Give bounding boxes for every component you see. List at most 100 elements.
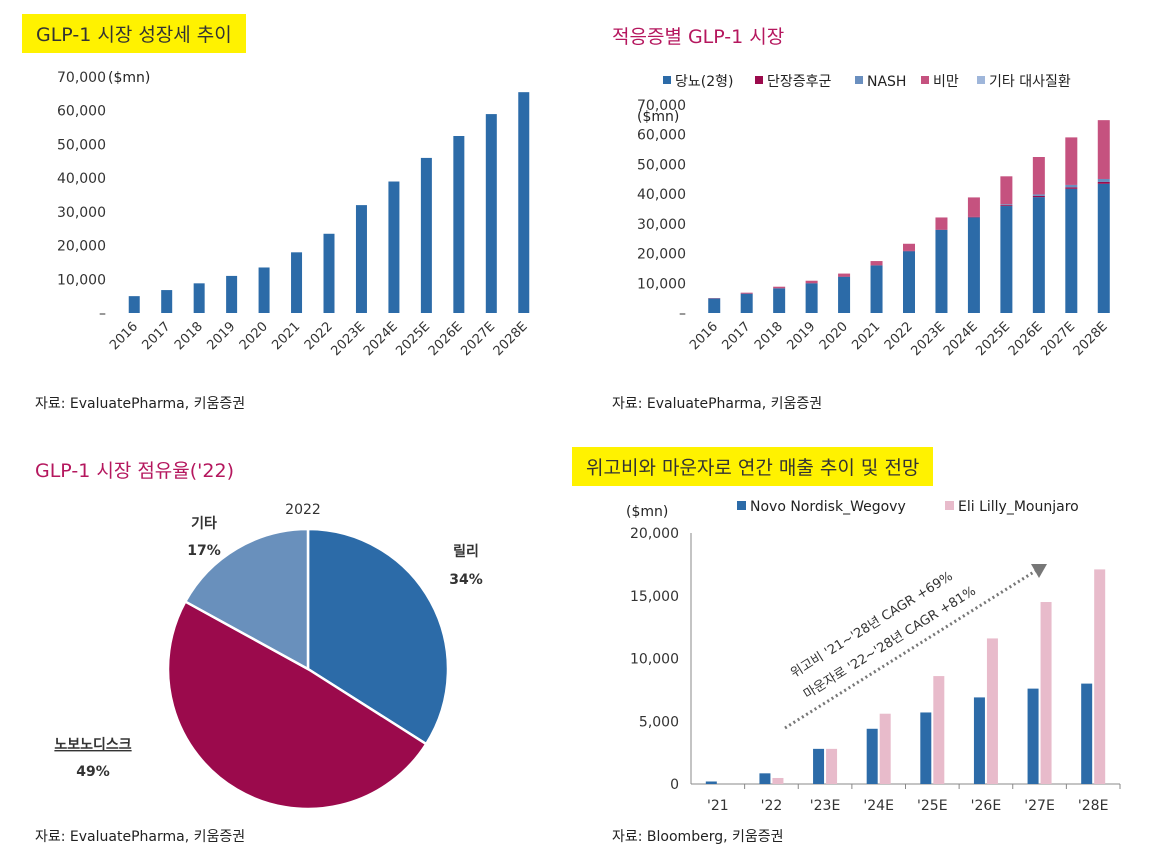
- legend-label: NASH: [867, 74, 906, 90]
- chart4-title: 위고비와 마운자로 연간 매출 추이 및 전망: [572, 447, 934, 486]
- legend-swatch: [663, 76, 671, 84]
- x-tick-label: 2027E: [458, 319, 498, 359]
- x-tick-label: 2028E: [1071, 319, 1111, 359]
- bar: [193, 283, 205, 313]
- bar: [258, 267, 270, 313]
- x-tick-label: 2020: [817, 319, 851, 353]
- bar-segment: [805, 283, 818, 313]
- bar-segment: [740, 292, 753, 294]
- chart2-source: 자료: EvaluatePharma, 키움증권: [612, 396, 823, 412]
- legend-label: Novo Nordisk_Wegovy: [750, 499, 906, 515]
- bar: [291, 252, 303, 313]
- bar-segment: [1032, 194, 1045, 196]
- chart3-title: GLP-1 시장 점유율('22): [35, 460, 234, 482]
- chart3-source: 자료: EvaluatePharma, 키움증권: [35, 829, 246, 845]
- x-tick-label: 2018: [172, 319, 206, 353]
- bar-segment: [1000, 176, 1013, 205]
- chart1-title: GLP-1 시장 성장세 추이: [22, 14, 246, 53]
- bar: [705, 781, 717, 784]
- x-tick-label: '25E: [917, 798, 948, 814]
- pie-slice: [166, 599, 428, 811]
- x-tick-label: 2016: [107, 319, 141, 353]
- legend-label: 비만: [933, 74, 959, 90]
- bar-segment: [1032, 157, 1045, 195]
- bar-segment: [773, 288, 786, 313]
- bar: [226, 275, 238, 313]
- y-tick-label: 50,000: [57, 137, 106, 153]
- pie-value-label: 17%: [187, 543, 221, 559]
- chart3-market-share-pie: 2022 릴리 34% 노보노디스크 49% 기타 17%: [54, 502, 483, 811]
- x-tick-label: 2027E: [1038, 319, 1078, 359]
- x-tick-label: '23E: [810, 798, 841, 814]
- chart4-source: 자료: Bloomberg, 키움증권: [612, 829, 784, 845]
- x-tick-label: 2024E: [361, 319, 401, 359]
- bar-segment: [1032, 197, 1045, 313]
- legend-swatch: [945, 501, 954, 510]
- pie-label: 노보노디스크: [54, 737, 131, 753]
- y-tick-label: 40,000: [57, 171, 106, 187]
- legend-swatch: [855, 76, 863, 84]
- bar: [1081, 683, 1093, 784]
- x-tick-label: 2025E: [973, 319, 1013, 359]
- y-tick-label: 5,000: [639, 714, 679, 730]
- bar-segment: [903, 243, 915, 251]
- y-tick-label: 70,000: [637, 98, 686, 114]
- bar-segment: [1097, 178, 1110, 182]
- legend-label: 단장증후군: [767, 74, 832, 90]
- bar: [826, 748, 838, 784]
- bar: [986, 638, 998, 784]
- y-tick-label: 10,000: [57, 272, 106, 288]
- legend-label: 당뇨(2형): [675, 74, 733, 90]
- bar-segment: [805, 280, 818, 284]
- bar-segment: [1097, 181, 1110, 184]
- bar: [420, 157, 432, 313]
- bar: [933, 676, 945, 784]
- bar-segment: [870, 261, 883, 266]
- bar-segment: [1032, 195, 1045, 198]
- x-tick-label: '22: [761, 798, 783, 814]
- unit-label: ($mn): [637, 109, 679, 125]
- bar-segment: [1065, 137, 1078, 185]
- y-tick-label: 30,000: [57, 205, 106, 221]
- bar: [1040, 602, 1052, 784]
- x-tick-label: '24E: [863, 798, 894, 814]
- y-tick-label: 0: [670, 777, 679, 793]
- x-tick-label: '21: [707, 798, 729, 814]
- bar-segment: [935, 217, 948, 230]
- y-tick-label: 10,000: [630, 652, 679, 668]
- bar-segment: [838, 273, 851, 277]
- legend-swatch: [921, 76, 929, 84]
- bar: [485, 114, 497, 313]
- bar-segment: [935, 229, 948, 313]
- chart2-glp1-by-indication: 당뇨(2형) 단장증후군 NASH 비만 기타 대사질환 – 10,000 20,000 30,…: [637, 74, 1111, 359]
- bar-segment: [967, 197, 980, 217]
- y-tick-label: 30,000: [637, 217, 686, 233]
- x-tick-label: 2018: [752, 319, 786, 353]
- x-tick-label: 2019: [784, 319, 818, 353]
- bar-segment: [1065, 184, 1078, 188]
- bar: [920, 712, 932, 784]
- bar-segment: [1065, 188, 1078, 313]
- chart4-wegovy-mounjaro-sales: Novo Nordisk_Wegovy Eli Lilly_Mounjaro ($m…: [626, 499, 1121, 814]
- bar: [973, 697, 985, 784]
- x-tick-label: 2021: [849, 319, 883, 353]
- bar-segment: [967, 216, 980, 218]
- x-tick-label: 2019: [204, 319, 238, 353]
- bar: [1027, 688, 1039, 784]
- y-tick-label: 10,000: [637, 276, 686, 292]
- x-tick-label: 2016: [687, 319, 721, 353]
- pie-slice: [183, 527, 310, 672]
- bar-segment: [838, 276, 851, 313]
- x-tick-label: 2026E: [1006, 319, 1046, 359]
- bar: [518, 92, 530, 313]
- bar-segment: [967, 217, 980, 313]
- bar: [879, 713, 891, 784]
- bar-segment: [708, 298, 721, 313]
- x-tick-label: 2017: [720, 319, 754, 353]
- bar: [453, 136, 465, 313]
- bar: [866, 728, 878, 784]
- bar-segment: [773, 286, 786, 289]
- pie-label: 릴리: [453, 544, 479, 560]
- bar-segment: [1000, 205, 1013, 207]
- pie-title: 2022: [285, 502, 321, 518]
